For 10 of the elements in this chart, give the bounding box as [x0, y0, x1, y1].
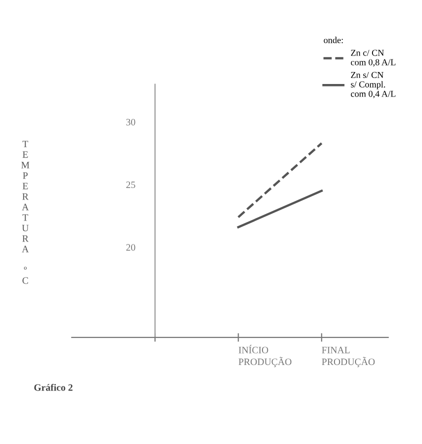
text: TEMPERATURA ºC — [21, 140, 30, 284]
y-tick-label: 20 — [126, 244, 136, 251]
text: Gráfico 2 — [34, 384, 72, 391]
legend-label: Zn c/ CN com 0,8 A/L — [350, 50, 396, 67]
x-tick-label: FINAL PRODUÇÃO — [322, 346, 375, 368]
x-tick-label: INÍCIO PRODUÇÃO — [238, 344, 292, 368]
legend-title: onde: — [324, 36, 343, 44]
legend-label: Zn s/ CN s/ Compl. com 0,4 A/L — [350, 72, 396, 98]
y-tick-label: 25 — [126, 182, 136, 188]
y-tick-label: 30 — [126, 118, 136, 126]
